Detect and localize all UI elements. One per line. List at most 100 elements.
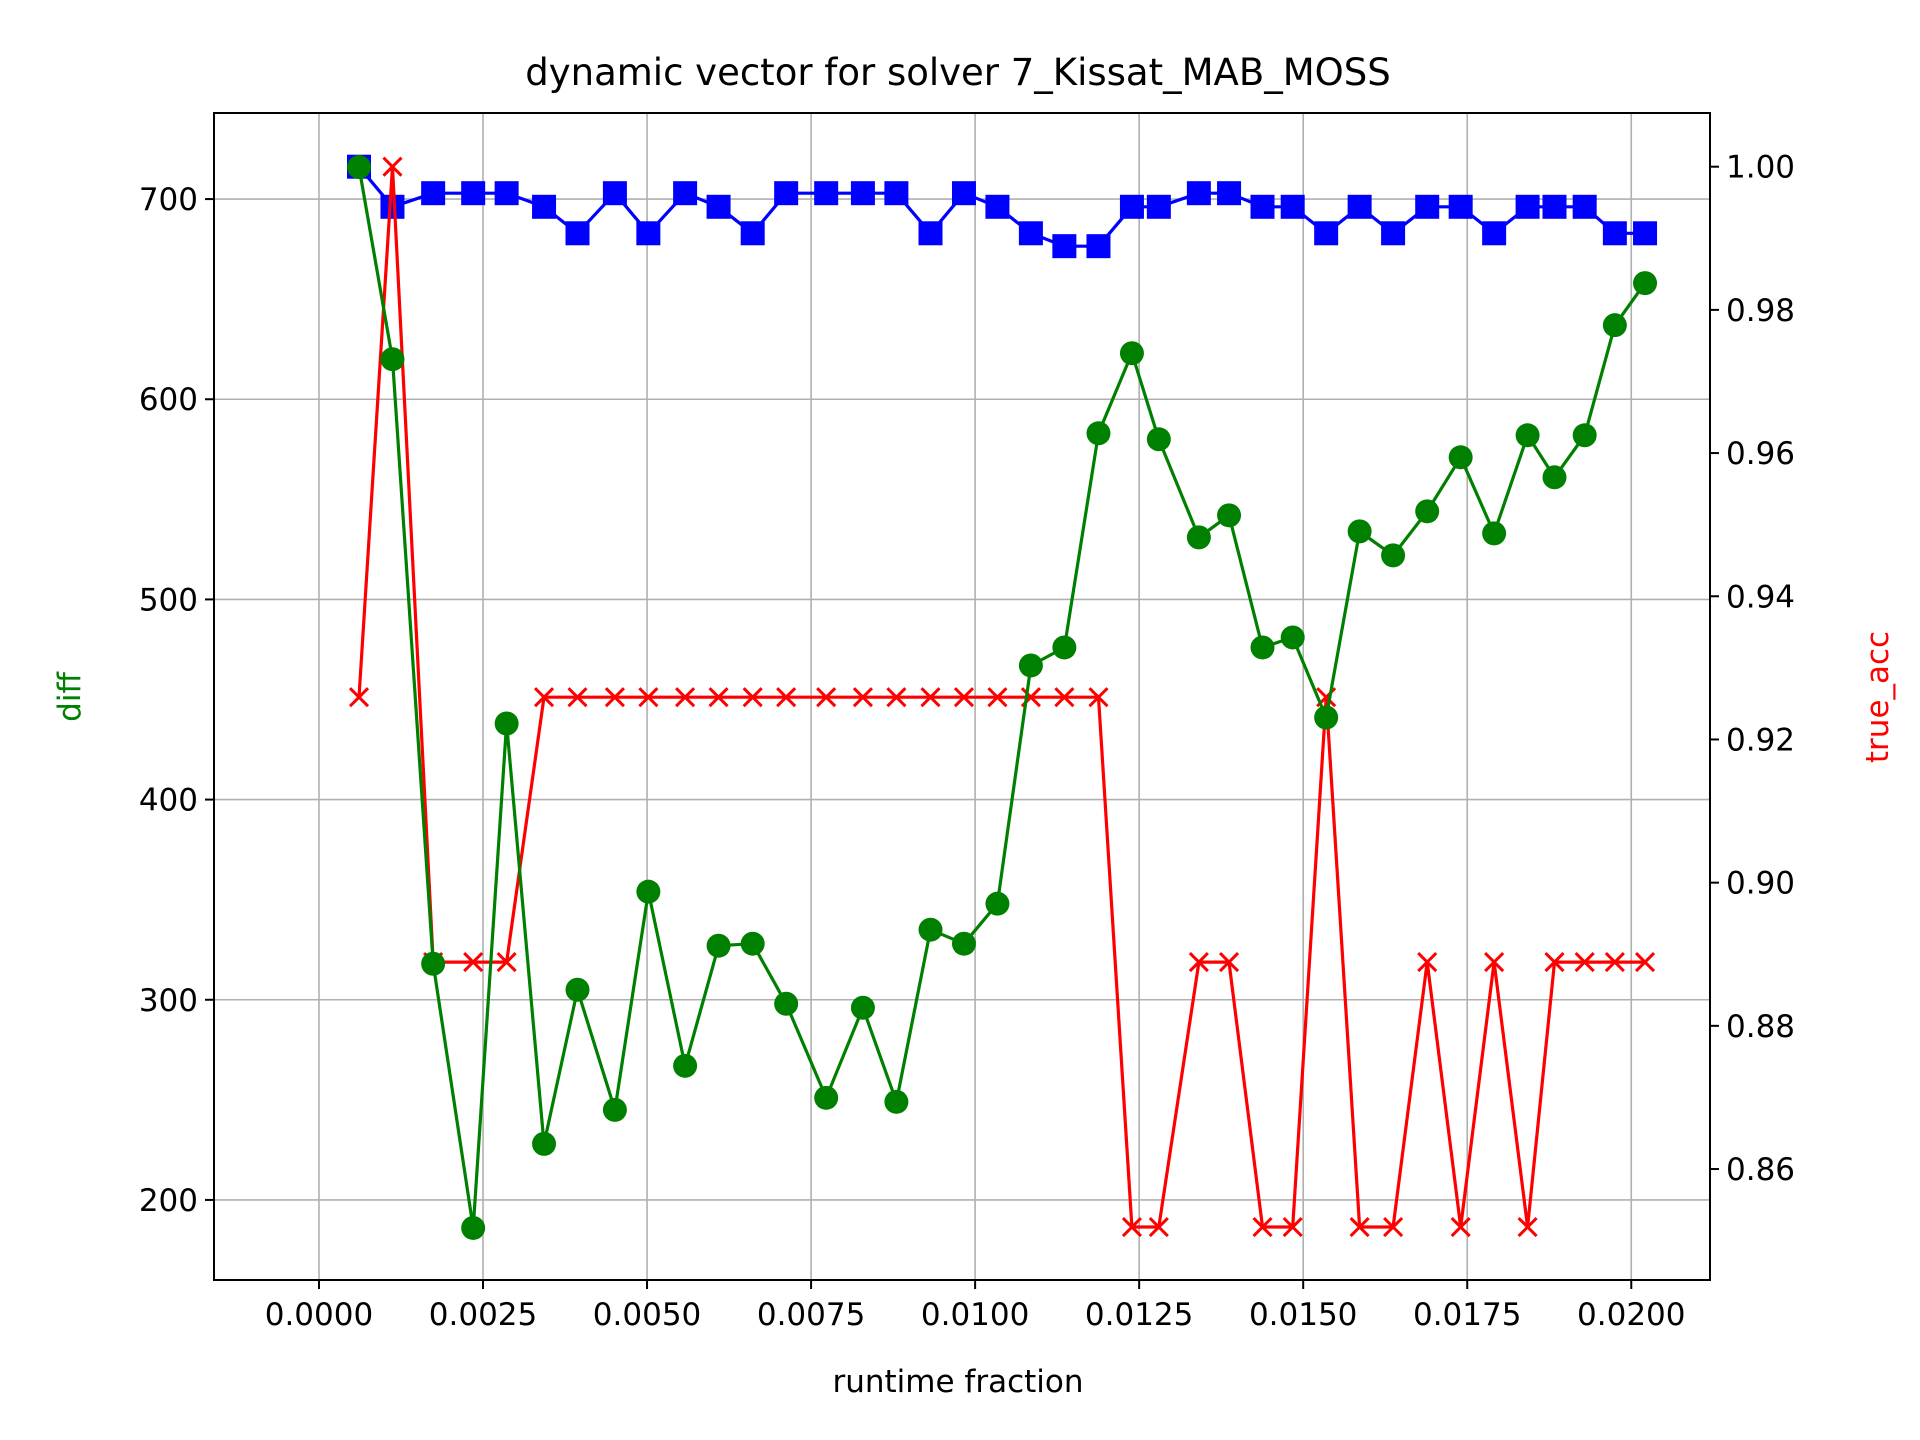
- y-left-tick-label: 500: [139, 582, 198, 618]
- data-point: [673, 1053, 698, 1078]
- data-point: [1381, 221, 1406, 246]
- data-point: [1415, 194, 1440, 219]
- data-point: [776, 687, 797, 708]
- data-point: [740, 931, 765, 956]
- y-left-tick-label: 700: [139, 182, 198, 218]
- x-tick-label: 0.0125: [1085, 1297, 1193, 1333]
- data-point: [1252, 1216, 1273, 1238]
- x-tick-label: 0.0000: [265, 1297, 373, 1333]
- data-point: [1482, 221, 1507, 246]
- data-point: [1448, 194, 1473, 219]
- data-point: [1218, 952, 1240, 973]
- y-left-axis-label: diff: [52, 672, 88, 722]
- data-point: [461, 1215, 486, 1240]
- data-point: [1542, 465, 1567, 490]
- data-point: [675, 687, 696, 708]
- data-point: [814, 181, 839, 206]
- data-point: [1574, 952, 1595, 973]
- x-tick-label: 0.0025: [429, 1297, 537, 1333]
- data-point: [1572, 194, 1597, 219]
- series-1: [347, 154, 1658, 259]
- data-point: [920, 687, 941, 708]
- y-left-tick-label: 400: [139, 783, 198, 819]
- data-point: [884, 1089, 909, 1114]
- data-point: [1448, 445, 1473, 470]
- data-point: [918, 917, 943, 942]
- y-right-axis-label: true_acc: [1860, 631, 1896, 763]
- data-point: [533, 687, 555, 708]
- data-point: [1572, 423, 1597, 448]
- y-left-tick-label: 200: [139, 1183, 198, 1219]
- data-point: [1188, 952, 1209, 973]
- data-point: [1018, 653, 1043, 678]
- data-point: [565, 221, 590, 246]
- data-point: [1381, 543, 1406, 568]
- data-point: [463, 952, 484, 973]
- data-point: [1602, 221, 1627, 246]
- data-point: [1146, 194, 1171, 219]
- y-left-tick-label: 300: [139, 983, 198, 1019]
- data-point: [706, 194, 731, 219]
- data-point: [951, 181, 976, 206]
- data-point: [604, 687, 625, 708]
- x-tick-label: 0.0150: [1249, 1297, 1357, 1333]
- y-right-tick-label: 0.90: [1726, 866, 1795, 902]
- data-point: [1347, 194, 1372, 219]
- data-point: [348, 687, 370, 708]
- data-point: [1217, 503, 1242, 528]
- data-point: [850, 181, 875, 206]
- data-point: [638, 687, 659, 708]
- x-tick-label: 0.0050: [593, 1297, 701, 1333]
- data-point: [918, 221, 943, 246]
- y-right-tick-label: 0.94: [1726, 579, 1795, 615]
- data-point: [347, 155, 372, 180]
- data-point: [673, 181, 698, 206]
- data-point: [816, 687, 837, 708]
- data-point: [953, 687, 975, 708]
- data-point: [1052, 635, 1077, 660]
- data-point: [494, 181, 519, 206]
- data-point: [1119, 194, 1144, 219]
- y-right-tick-label: 0.92: [1726, 722, 1795, 758]
- series-2: [348, 156, 1656, 1238]
- data-point: [814, 1085, 839, 1110]
- x-tick-label: 0.0075: [757, 1297, 865, 1333]
- data-point: [1186, 525, 1211, 550]
- data-point: [774, 181, 799, 206]
- data-point: [532, 1131, 557, 1156]
- data-point: [1515, 423, 1540, 448]
- data-point: [636, 221, 661, 246]
- data-point: [1282, 1216, 1303, 1238]
- data-point: [1602, 313, 1627, 338]
- data-point: [1349, 1216, 1370, 1238]
- data-point: [1119, 341, 1144, 366]
- data-point: [1280, 194, 1305, 219]
- data-point: [886, 687, 907, 708]
- data-point: [1148, 1216, 1169, 1238]
- data-point: [1542, 194, 1567, 219]
- data-point: [496, 952, 517, 973]
- data-point: [1415, 499, 1440, 524]
- ticks: 0.0000 0.0025 0.0050 0.0075 0.0100 0.0125 0.01…: [139, 150, 1795, 1333]
- data-point: [382, 156, 403, 177]
- data-point: [565, 977, 590, 1002]
- data-point: [985, 891, 1010, 916]
- data-point: [1515, 194, 1540, 219]
- data-point: [1217, 181, 1242, 206]
- x-tick-label: 0.0175: [1413, 1297, 1521, 1333]
- data-point: [1633, 271, 1658, 296]
- data-point: [1450, 1216, 1471, 1238]
- data-point: [636, 879, 661, 904]
- data-point: [1250, 635, 1275, 660]
- y-right-tick-label: 0.96: [1726, 436, 1795, 472]
- data-point: [1086, 234, 1111, 259]
- data-point: [1250, 194, 1275, 219]
- data-point: [1347, 519, 1372, 544]
- data-point: [421, 181, 446, 206]
- data-point: [884, 181, 909, 206]
- data-point: [1314, 705, 1339, 730]
- data-point: [494, 711, 519, 736]
- data-point: [774, 991, 799, 1016]
- data-point: [742, 687, 763, 708]
